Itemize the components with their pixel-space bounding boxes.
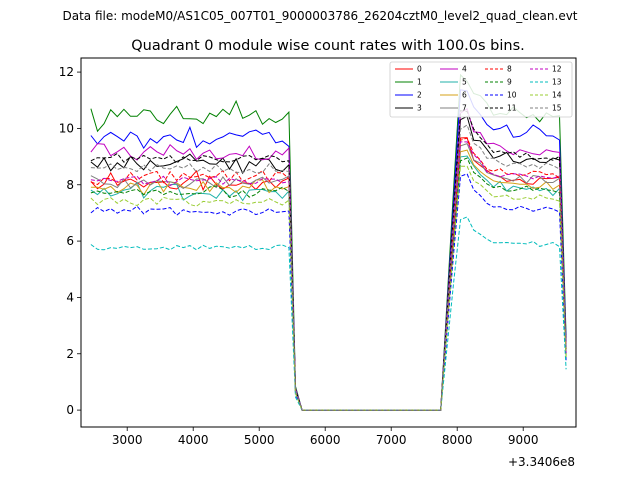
plot-frame	[80, 57, 577, 428]
x-tick-label: 4000	[178, 433, 209, 447]
legend-label-0: 0	[417, 65, 422, 74]
chart-suptitle: Data file: modeM0/AS1C05_007T01_90000037…	[62, 9, 577, 23]
x-tick-label: 8000	[442, 433, 473, 447]
x-tick-label: 5000	[244, 433, 275, 447]
legend-label-2: 2	[417, 91, 422, 100]
y-tick-label: 10	[59, 121, 74, 135]
x-tick-label: 6000	[310, 433, 341, 447]
x-tick-label: 3000	[112, 433, 143, 447]
series-line-12	[90, 141, 567, 411]
y-tick-label: 0	[66, 403, 74, 417]
legend-label-8: 8	[507, 65, 512, 74]
y-tick-label: 2	[66, 347, 74, 361]
series-line-9	[90, 157, 567, 411]
y-tick-label: 8	[66, 178, 74, 192]
legend-label-6: 6	[462, 91, 467, 100]
legend-label-7: 7	[462, 104, 467, 113]
chart-title: Quadrant 0 module wise count rates with …	[131, 38, 525, 54]
x-tick-label: 7000	[376, 433, 407, 447]
legend-box	[389, 61, 573, 118]
legend-label-14: 14	[552, 91, 562, 100]
series-line-14	[90, 165, 567, 411]
series-line-15	[90, 124, 567, 411]
legend-label-12: 12	[552, 65, 562, 74]
y-tick-label: 12	[59, 65, 74, 79]
x-offset-label: +3.3406e8	[508, 455, 575, 469]
legend-label-5: 5	[462, 78, 467, 87]
legend-label-9: 9	[507, 78, 512, 87]
legend-label-10: 10	[507, 91, 517, 100]
series-lines	[90, 73, 567, 411]
legend-label-11: 11	[507, 104, 517, 113]
y-tick-label: 6	[66, 234, 74, 248]
legend-label-13: 13	[552, 78, 562, 87]
legend-label-3: 3	[417, 104, 422, 113]
legend-label-4: 4	[462, 65, 467, 74]
y-tick-label: 4	[66, 290, 74, 304]
x-tick-label: 9000	[508, 433, 539, 447]
legend-label-1: 1	[417, 78, 422, 87]
legend-label-15: 15	[552, 104, 562, 113]
